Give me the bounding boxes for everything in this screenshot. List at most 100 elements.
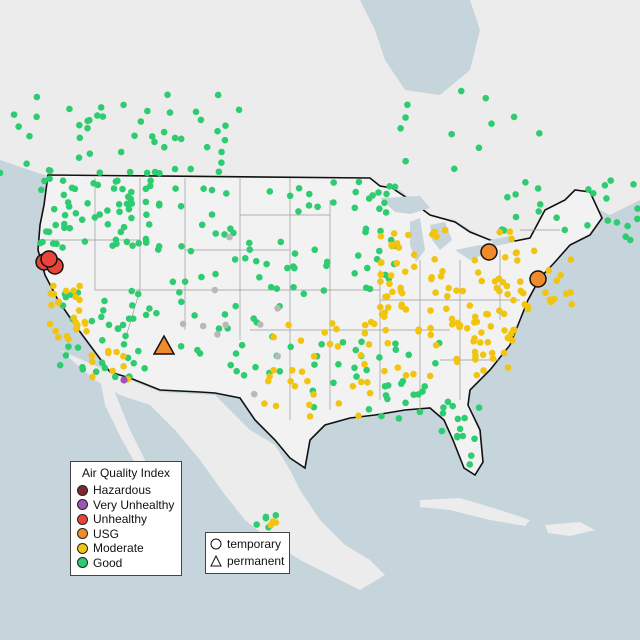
legend-swatch	[77, 499, 88, 511]
monitor-dot	[530, 247, 538, 255]
monitor-dot	[84, 117, 92, 125]
monitor-dot	[198, 273, 205, 281]
monitor-dot	[499, 278, 507, 286]
monitor-dot	[300, 290, 308, 298]
monitor-dot	[361, 360, 368, 368]
monitor-dot	[389, 288, 396, 296]
monitor-dot	[402, 372, 410, 379]
monitor-dot	[352, 346, 360, 354]
monitor-dot	[377, 259, 385, 266]
monitor-dot	[222, 321, 229, 329]
monitor-dot	[377, 227, 384, 235]
monitor-dot	[457, 87, 465, 95]
monitor-dot	[508, 235, 515, 243]
monitor-dot	[128, 287, 136, 295]
monitor-dot	[501, 327, 508, 334]
monitor-dot	[92, 368, 100, 376]
monitor-dot	[101, 364, 109, 372]
legend-item-label: Good	[93, 555, 123, 570]
monitor-dot	[351, 204, 359, 212]
monitor-dot	[475, 404, 483, 411]
monitor-dot	[276, 368, 284, 375]
monitor-dot	[241, 254, 249, 262]
monitor-dot	[392, 340, 399, 347]
monitor-dot	[310, 391, 317, 398]
monitor-dot	[496, 228, 504, 236]
monitor-dot	[471, 319, 478, 326]
legend-items: Hazardous Very Unhealthy Unhealthy USG Moder…	[71, 483, 181, 570]
monitor-dot	[59, 177, 67, 184]
monitor-dot	[501, 254, 509, 261]
monitor-dot	[478, 277, 486, 285]
monitor-dot	[128, 188, 135, 196]
legend-item: Unhealthy	[71, 512, 181, 527]
monitor-dot	[352, 188, 360, 196]
monitor-dot	[148, 133, 156, 140]
legend-item-label: Unhealthy	[93, 512, 148, 527]
monitor-dot	[256, 273, 263, 281]
monitor-dot	[221, 311, 229, 318]
monitor-dot	[427, 331, 435, 339]
monitor-dot	[453, 355, 460, 363]
monitor-dot	[453, 287, 460, 294]
canada-landmass	[0, 0, 640, 245]
monitor-dot	[382, 392, 390, 399]
monitor-dot	[291, 382, 299, 390]
monitor-dot	[232, 350, 240, 357]
monitor-dot	[488, 120, 495, 127]
monitor-dot	[120, 376, 128, 384]
legend-item-label: Moderate	[93, 541, 144, 556]
monitor-dot	[146, 305, 153, 312]
monitor-dot	[463, 325, 471, 332]
monitor-dot	[382, 326, 389, 334]
monitor-dot	[310, 352, 318, 360]
monitor-dot	[410, 391, 417, 398]
monitor-dot	[438, 427, 446, 435]
monitor-dot	[192, 108, 200, 116]
monitor-dot	[164, 91, 171, 99]
monitor-dot	[88, 352, 96, 359]
monitor-dot	[117, 228, 125, 236]
monitor-dot	[335, 360, 342, 368]
monitor-dot	[454, 319, 461, 327]
monitor-dot	[410, 251, 418, 259]
monitor-dot	[426, 372, 434, 380]
monitor-dot	[203, 143, 211, 151]
monitor-dot	[62, 287, 70, 295]
monitor-dot	[567, 256, 575, 263]
monitor-dot	[171, 165, 179, 173]
monitor-dot	[284, 264, 291, 272]
monitor-dot	[142, 198, 150, 206]
monitor-dot	[553, 277, 561, 285]
monitor-dot	[466, 461, 474, 468]
monitor-dot	[153, 309, 160, 317]
monitor-dot	[432, 359, 439, 367]
monitor-dot	[295, 184, 303, 192]
monitor-dot	[129, 242, 136, 249]
monitor-dot	[351, 269, 359, 277]
monitor-dot	[398, 301, 406, 308]
monitor-dot	[358, 338, 365, 346]
monitor-type-legend: temporary permanent	[205, 532, 290, 574]
monitor-dot	[378, 412, 385, 420]
monitor-dot	[238, 341, 246, 349]
monitor-dot	[128, 302, 136, 309]
monitor-dot	[496, 307, 503, 314]
legend-swatch	[77, 513, 88, 525]
monitor-dot	[285, 321, 292, 329]
monitor-dot	[26, 132, 33, 140]
monitor-dot	[78, 216, 86, 224]
monitor-dot	[46, 167, 54, 175]
monitor-dot	[601, 181, 609, 189]
monitor-dot	[387, 236, 395, 244]
monitor-dot	[330, 379, 337, 387]
monitor-dot	[101, 297, 108, 305]
monitor-dot	[98, 337, 106, 344]
monitor-dot	[295, 208, 302, 215]
monitor-dot	[456, 425, 464, 433]
monitor-dot	[114, 177, 121, 185]
monitor-dot	[137, 118, 145, 125]
monitor-dot	[431, 256, 438, 263]
monitor-dot	[357, 378, 365, 386]
monitor-dot	[484, 338, 492, 346]
